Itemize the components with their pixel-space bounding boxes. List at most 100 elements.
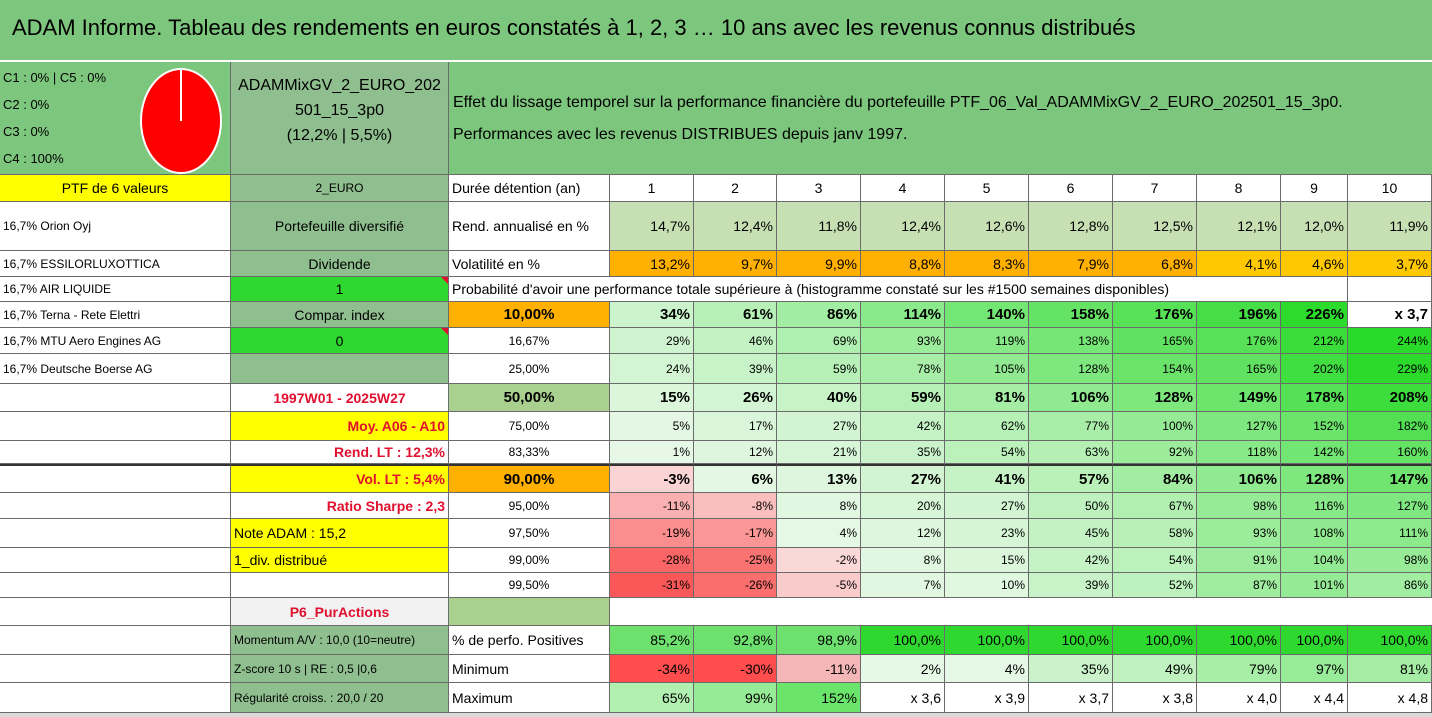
holding-item: 16,7% ESSILORLUXOTTICA bbox=[0, 251, 231, 277]
probability-value: 98% bbox=[1197, 493, 1281, 519]
empty-cell bbox=[0, 655, 231, 683]
probability-value: 13% bbox=[777, 464, 861, 493]
compar-index-label: Compar. index bbox=[231, 302, 449, 328]
empty-cell bbox=[0, 548, 231, 573]
category-label: P6_PurActions bbox=[231, 598, 449, 626]
stat-value: x 4,0 bbox=[1197, 683, 1281, 713]
dividend-distributed-label: 1_div. distribué bbox=[231, 548, 449, 573]
probability-value: 4% bbox=[777, 519, 861, 548]
probability-value: 244% bbox=[1348, 328, 1432, 354]
probability-value: 57% bbox=[1029, 464, 1113, 493]
probability-threshold: 97,50% bbox=[449, 519, 610, 548]
probability-value: -25% bbox=[694, 548, 777, 573]
currency-label: 2_EURO bbox=[231, 175, 449, 202]
probability-value: 91% bbox=[1197, 548, 1281, 573]
probability-value: 127% bbox=[1197, 412, 1281, 441]
stat-value: 98,9% bbox=[777, 626, 861, 655]
stat-value: x 3,8 bbox=[1113, 683, 1197, 713]
stat-label: % de perfo. Positives bbox=[449, 626, 610, 655]
probability-value: 152% bbox=[1281, 412, 1348, 441]
probability-value: 8% bbox=[861, 548, 945, 573]
probability-value: 59% bbox=[861, 384, 945, 412]
portfolio-name-line1: ADAMMixGV_2_EURO_202 bbox=[238, 77, 441, 94]
probability-value: 81% bbox=[945, 384, 1029, 412]
rend-value: 11,9% bbox=[1348, 202, 1432, 251]
empty-cell bbox=[0, 598, 231, 626]
probability-value: 178% bbox=[1281, 384, 1348, 412]
probability-value: 212% bbox=[1281, 328, 1348, 354]
probability-value: x 3,7 bbox=[1348, 302, 1432, 328]
probability-value: 61% bbox=[694, 302, 777, 328]
dividend-label: Dividende bbox=[231, 251, 449, 277]
portfolio-name-line2: 501_15_3p0 bbox=[295, 102, 384, 119]
empty-cell bbox=[0, 626, 231, 655]
probability-threshold: 50,00% bbox=[449, 384, 610, 412]
duration-label: Durée détention (an) bbox=[449, 175, 610, 202]
year-header: 7 bbox=[1113, 175, 1197, 202]
year-header: 4 bbox=[861, 175, 945, 202]
rend-value: 14,7% bbox=[610, 202, 694, 251]
holding-item: 16,7% AIR LIQUIDE bbox=[0, 277, 231, 302]
probability-value: 6% bbox=[694, 464, 777, 493]
regularity-label: Régularité croiss. : 20,0 / 20 bbox=[231, 683, 449, 713]
probability-threshold: 83,33% bbox=[449, 441, 610, 464]
probability-value: 41% bbox=[945, 464, 1029, 493]
probability-value: 77% bbox=[1029, 412, 1113, 441]
probability-value: 108% bbox=[1281, 519, 1348, 548]
probability-value: 104% bbox=[1281, 548, 1348, 573]
probability-value: 23% bbox=[945, 519, 1029, 548]
moy-label: Moy. A06 - A10 bbox=[231, 412, 449, 441]
probability-value: 226% bbox=[1281, 302, 1348, 328]
probability-threshold: 25,00% bbox=[449, 354, 610, 384]
probability-value: 58% bbox=[1113, 519, 1197, 548]
stat-value: 2% bbox=[861, 655, 945, 683]
probability-value: 176% bbox=[1197, 328, 1281, 354]
probability-value: 165% bbox=[1113, 328, 1197, 354]
rend-value: 12,8% bbox=[1029, 202, 1113, 251]
probability-value: 15% bbox=[610, 384, 694, 412]
stat-value: 97% bbox=[1281, 655, 1348, 683]
composition-pie-chart bbox=[140, 68, 222, 174]
probability-threshold: 99,50% bbox=[449, 573, 610, 598]
probability-threshold: 90,00% bbox=[449, 464, 610, 493]
probability-value: 54% bbox=[945, 441, 1029, 464]
stat-label: Minimum bbox=[449, 655, 610, 683]
empty-cell bbox=[0, 683, 231, 713]
stat-value: 85,2% bbox=[610, 626, 694, 655]
description-line2: Performances avec les revenus DISTRIBUES… bbox=[453, 126, 908, 143]
stat-value: x 3,6 bbox=[861, 683, 945, 713]
probability-value: -5% bbox=[777, 573, 861, 598]
probability-value: 154% bbox=[1113, 354, 1197, 384]
stat-value: -11% bbox=[777, 655, 861, 683]
stat-value: 99% bbox=[694, 683, 777, 713]
comment-marker bbox=[441, 277, 448, 284]
probability-value: 116% bbox=[1281, 493, 1348, 519]
probability-value: 8% bbox=[777, 493, 861, 519]
ptf-count-label: PTF de 6 valeurs bbox=[0, 175, 231, 202]
vol-value: 4,6% bbox=[1281, 251, 1348, 277]
probability-value: 12% bbox=[694, 441, 777, 464]
vol-value: 13,2% bbox=[610, 251, 694, 277]
portfolio-name-box: ADAMMixGV_2_EURO_202 501_15_3p0 (12,2% |… bbox=[231, 62, 449, 175]
empty-cell bbox=[610, 598, 1432, 626]
probability-value: 27% bbox=[777, 412, 861, 441]
rend-lt-label: Rend. LT : 12,3% bbox=[231, 441, 449, 464]
probability-threshold: 75,00% bbox=[449, 412, 610, 441]
probability-value: 182% bbox=[1348, 412, 1432, 441]
empty-cell bbox=[231, 573, 449, 598]
vol-lt-label: Vol. LT : 5,4% bbox=[231, 464, 449, 493]
probability-value: 160% bbox=[1348, 441, 1432, 464]
bottom-strip bbox=[0, 713, 1432, 717]
probability-value: 93% bbox=[1197, 519, 1281, 548]
stat-value: 152% bbox=[777, 683, 861, 713]
probability-value: 140% bbox=[945, 302, 1029, 328]
comment-marker bbox=[441, 328, 448, 335]
vol-value: 9,7% bbox=[694, 251, 777, 277]
stat-value: 100,0% bbox=[1113, 626, 1197, 655]
empty-cell bbox=[449, 598, 610, 626]
stat-value: 100,0% bbox=[861, 626, 945, 655]
probability-value: 229% bbox=[1348, 354, 1432, 384]
empty-cell bbox=[0, 384, 231, 412]
probability-value: 63% bbox=[1029, 441, 1113, 464]
probability-value: 138% bbox=[1029, 328, 1113, 354]
